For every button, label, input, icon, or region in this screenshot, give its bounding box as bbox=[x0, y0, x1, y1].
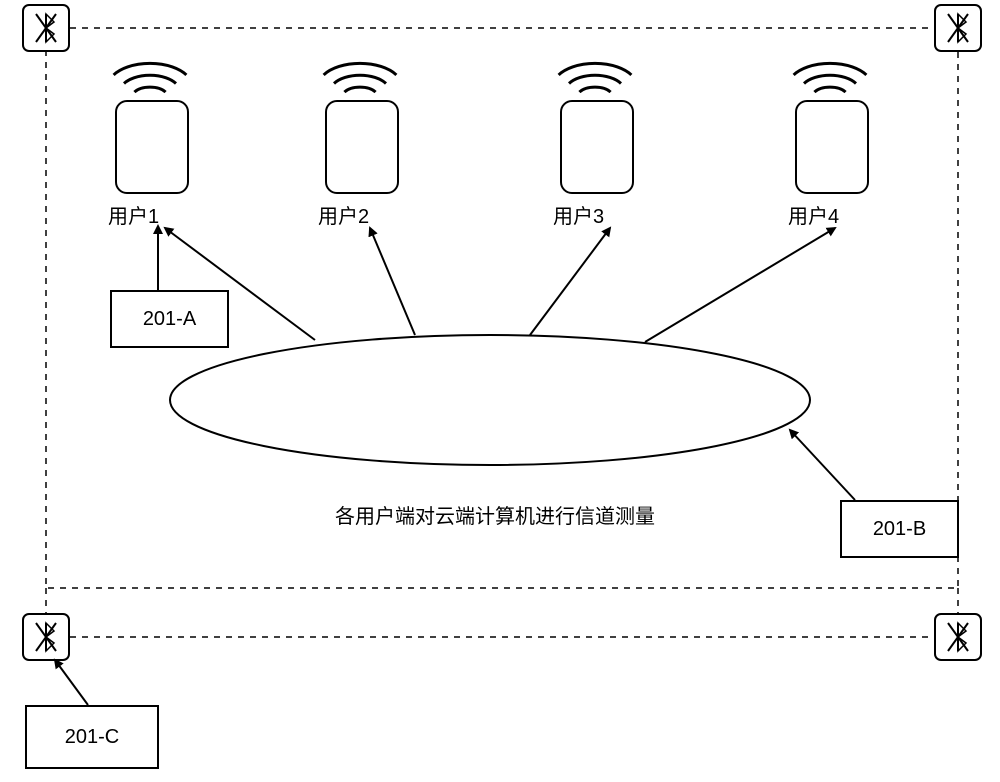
device-user3 bbox=[560, 100, 634, 194]
device-user2 bbox=[325, 100, 399, 194]
label-user3: 用户3 bbox=[553, 200, 604, 229]
box-201-B: 201-B bbox=[840, 500, 959, 558]
diagram-stage: 用户1 用户2 用户3 用户4 201-A 201-B 201-C 各用户端对云… bbox=[0, 0, 1000, 782]
label-user4: 用户4 bbox=[788, 200, 839, 229]
device-user1 bbox=[115, 100, 189, 194]
box-201-C: 201-C bbox=[25, 705, 159, 769]
label-user2: 用户2 bbox=[318, 200, 369, 229]
label-user1: 用户1 bbox=[108, 200, 159, 229]
device-user4 bbox=[795, 100, 869, 194]
box-201-A: 201-A bbox=[110, 290, 229, 348]
caption-text: 各用户端对云端计算机进行信道测量 bbox=[335, 500, 655, 529]
